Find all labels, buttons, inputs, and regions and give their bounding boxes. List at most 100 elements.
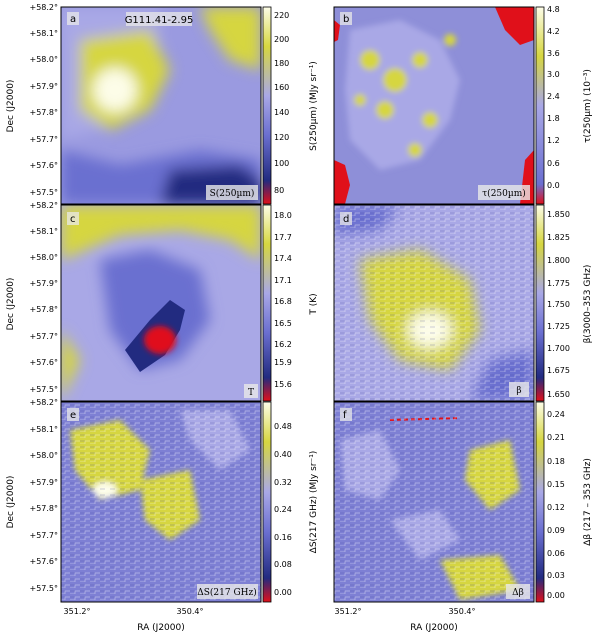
panel-letter-d: d bbox=[343, 214, 349, 225]
cbar-tick: 180 bbox=[274, 59, 289, 68]
cbar-tick: 1.825 bbox=[547, 233, 570, 242]
cbar-tick: 1.775 bbox=[547, 279, 570, 288]
dec-tick: +58.0° bbox=[29, 451, 58, 460]
dec-tick: +57.9° bbox=[29, 478, 58, 487]
dec-tick: +57.6° bbox=[29, 557, 58, 566]
panel-letter-c: c bbox=[70, 214, 76, 225]
source-name-label: G111.41-2.95 bbox=[125, 15, 194, 26]
panel-e-map bbox=[61, 402, 261, 602]
panel-d-frame bbox=[333, 204, 535, 402]
dec-tick: +58.2° bbox=[29, 398, 58, 407]
cbar-tick: 160 bbox=[274, 83, 289, 92]
cbar-tick: 1.725 bbox=[547, 322, 570, 331]
colorbar-f bbox=[535, 401, 545, 603]
x-axis-label-right: RA (J2000) bbox=[410, 623, 458, 633]
panel-d-map bbox=[334, 205, 534, 401]
cbar-tick: 140 bbox=[274, 108, 289, 117]
ra-tick: 350.4° bbox=[177, 607, 204, 616]
panel-c-frame bbox=[60, 204, 262, 402]
dec-tick: +57.7° bbox=[29, 531, 58, 540]
cbar-tick: 16.2 bbox=[274, 340, 292, 349]
dec-tick: +58.0° bbox=[29, 55, 58, 64]
colorbar-b-ticks: 4.8 4.2 3.6 3.0 2.4 1.8 1.2 0.6 0.0 bbox=[547, 5, 560, 190]
cbar-tick: 1.700 bbox=[547, 344, 570, 353]
colorbar-e bbox=[262, 401, 272, 603]
panel-f-frame bbox=[333, 401, 535, 603]
cbar-tick: 3.6 bbox=[547, 49, 560, 58]
x-axis-label-left: RA (J2000) bbox=[137, 623, 185, 633]
dec-tick: +58.1° bbox=[29, 425, 58, 434]
badge-b: τ(250µm) bbox=[482, 188, 526, 199]
ra-ticks-right: 351.2° 350.4° bbox=[335, 607, 476, 616]
colorbar-e-title: ΔS(217 GHz) (MJy sr⁻¹) bbox=[309, 451, 319, 554]
panel-e-frame bbox=[60, 401, 262, 603]
cbar-tick: 100 bbox=[274, 159, 289, 168]
cbar-tick: 0.15 bbox=[547, 480, 565, 489]
cbar-tick: 1.850 bbox=[547, 210, 570, 219]
ra-ticks-left: 351.2° 350.4° bbox=[64, 607, 204, 616]
panel-a-frame bbox=[60, 6, 262, 205]
panel-letter-e: e bbox=[70, 410, 76, 421]
colorbar-c bbox=[262, 204, 272, 402]
panel-letters: a b c d e f bbox=[67, 12, 352, 421]
y-axis-label-bottom: Dec (J2000) bbox=[6, 476, 16, 529]
cbar-tick: 4.8 bbox=[547, 5, 560, 14]
cbar-tick: 4.2 bbox=[547, 27, 560, 36]
cbar-tick: 1.800 bbox=[547, 256, 570, 265]
cbar-tick: 17.4 bbox=[274, 254, 292, 263]
dec-tick: +57.8° bbox=[29, 504, 58, 513]
dec-ticks-bottom: +58.2° +58.1° +58.0° +57.9° +57.8° +57.7… bbox=[29, 398, 58, 593]
dec-tick: +57.5° bbox=[29, 584, 58, 593]
badge-c: T bbox=[248, 388, 254, 398]
dec-tick: +57.8° bbox=[29, 108, 58, 117]
panel-letter-b: b bbox=[343, 14, 349, 25]
panel-badges: S(250µm) τ(250µm) T β ΔS(217 GHz) Δβ bbox=[197, 185, 530, 599]
cbar-tick: 0.08 bbox=[274, 560, 292, 569]
cbar-tick: 0.00 bbox=[547, 591, 565, 600]
colorbar-a bbox=[262, 6, 272, 205]
colorbar-c-title: T (K) bbox=[309, 293, 319, 315]
cbar-tick: 0.24 bbox=[274, 505, 292, 514]
cbar-tick: 17.7 bbox=[274, 233, 292, 242]
cbar-tick: 1.675 bbox=[547, 366, 570, 375]
cbar-tick: 0.03 bbox=[547, 571, 565, 580]
colorbar-f-title: Δβ (217 – 353 GHz) bbox=[583, 458, 593, 546]
ra-tick: 350.4° bbox=[449, 607, 476, 616]
cbar-tick: 0.18 bbox=[547, 457, 565, 466]
cbar-tick: 15.6 bbox=[274, 380, 292, 389]
cbar-tick: 120 bbox=[274, 133, 289, 142]
cbar-tick: 2.4 bbox=[547, 92, 560, 101]
cbar-tick: 0.00 bbox=[274, 588, 292, 597]
panel-b-map bbox=[334, 7, 534, 204]
badge-f: Δβ bbox=[512, 588, 524, 598]
y-axis-label-top: Dec (J2000) bbox=[6, 80, 16, 133]
cbar-tick: 0.0 bbox=[547, 181, 560, 190]
cbar-tick: 1.2 bbox=[547, 136, 560, 145]
colorbar-b-title: τ(250µm) (10⁻³) bbox=[583, 69, 593, 143]
cbar-tick: 18.0 bbox=[274, 211, 292, 220]
dec-tick: +57.8° bbox=[29, 305, 58, 314]
dec-tick: +57.7° bbox=[29, 135, 58, 144]
cbar-tick: 220 bbox=[274, 11, 289, 20]
dec-tick: +58.1° bbox=[29, 29, 58, 38]
cbar-tick: 1.8 bbox=[547, 114, 560, 123]
ra-tick: 351.2° bbox=[335, 607, 362, 616]
cbar-tick: 17.1 bbox=[274, 276, 292, 285]
badge-d: β bbox=[516, 386, 521, 396]
colorbar-b bbox=[535, 6, 545, 205]
cbar-tick: 80 bbox=[274, 186, 284, 195]
cbar-tick: 16.5 bbox=[274, 319, 292, 328]
cbar-tick: 200 bbox=[274, 35, 289, 44]
cbar-tick: 0.16 bbox=[274, 533, 292, 542]
cbar-tick: 0.48 bbox=[274, 422, 292, 431]
cbar-tick: 0.09 bbox=[547, 526, 565, 535]
dec-tick: +58.2° bbox=[29, 201, 58, 210]
panel-a-map bbox=[61, 7, 261, 204]
cbar-tick: 0.32 bbox=[274, 478, 292, 487]
cbar-tick: 1.750 bbox=[547, 300, 570, 309]
dec-ticks-middle: +58.2° +58.1° +58.0° +57.9° +57.8° +57.7… bbox=[29, 201, 58, 394]
colorbar-e-ticks: 0.48 0.40 0.32 0.24 0.16 0.08 0.00 bbox=[274, 422, 292, 597]
badge-e: ΔS(217 GHz) bbox=[197, 587, 257, 598]
cbar-tick: 0.6 bbox=[547, 159, 560, 168]
